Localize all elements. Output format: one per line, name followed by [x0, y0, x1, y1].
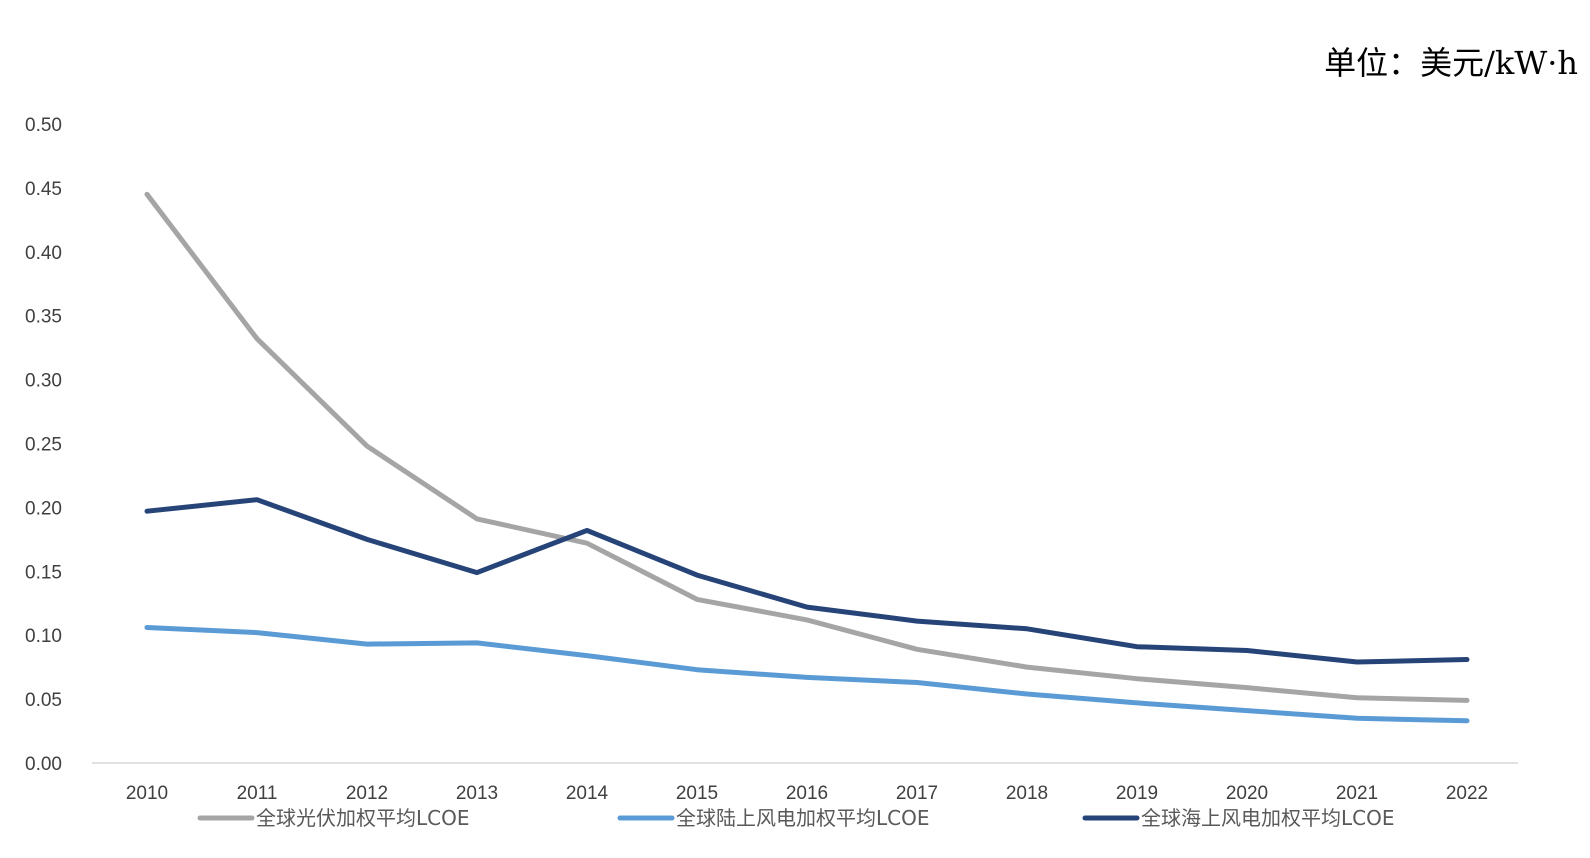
- x-tick-label: 2011: [237, 783, 278, 804]
- legend-label-1: 全球光伏加权平均LCOE: [256, 806, 470, 830]
- y-tick-label: 0.50: [25, 115, 62, 136]
- x-tick-label: 2014: [566, 783, 609, 804]
- x-tick-label: 2019: [1116, 783, 1158, 804]
- y-tick-label: 0.00: [25, 754, 62, 775]
- series-line-2: [144, 625, 1470, 724]
- x-tick-label: 2015: [676, 783, 718, 804]
- x-tick-label: 2018: [1006, 783, 1048, 804]
- y-tick-label: 0.45: [25, 179, 62, 200]
- y-tick-label: 0.30: [25, 371, 62, 392]
- x-tick-label: 2012: [346, 783, 388, 804]
- y-tick-label: 0.25: [25, 435, 62, 456]
- y-tick-label: 0.35: [25, 307, 62, 328]
- series-line-1: [144, 191, 1470, 703]
- x-tick-label: 2010: [126, 783, 168, 804]
- series-group: [144, 191, 1470, 724]
- legend-label-3: 全球海上风电加权平均LCOE: [1141, 806, 1395, 830]
- y-tick-label: 0.40: [25, 243, 62, 264]
- unit-label: 单位：美元/kW·h: [1324, 44, 1578, 82]
- x-tick-label: 2020: [1226, 783, 1268, 804]
- y-axis: 0.00 0.05 0.10 0.15 0.20 0.25 0.30 0.35 0.40 0.45…: [25, 115, 62, 775]
- x-axis: 2010 2011 2012 2013 2014 2015 2016 2017 2018 2019…: [126, 783, 1488, 804]
- legend: 全球光伏加权平均LCOE 全球陆上风电加权平均LCOE 全球海上风电加权平均LCOE: [197, 806, 1395, 830]
- series-line-3: [144, 497, 1470, 665]
- y-tick-label: 0.20: [25, 498, 62, 519]
- x-tick-label: 2017: [896, 783, 938, 804]
- legend-label-2: 全球陆上风电加权平均LCOE: [676, 806, 930, 830]
- x-tick-label: 2016: [786, 783, 828, 804]
- y-tick-label: 0.15: [25, 562, 62, 583]
- y-tick-label: 0.10: [25, 626, 62, 647]
- x-tick-label: 2013: [456, 783, 498, 804]
- x-tick-label: 2022: [1446, 783, 1488, 804]
- x-tick-label: 2021: [1336, 783, 1378, 804]
- y-tick-label: 0.05: [25, 690, 62, 711]
